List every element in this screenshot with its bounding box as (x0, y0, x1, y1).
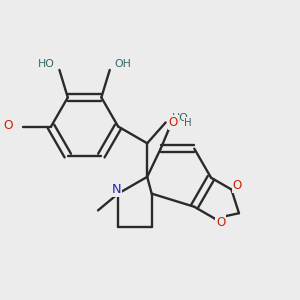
Text: O: O (216, 216, 225, 229)
Text: HO: HO (38, 59, 55, 69)
Text: O: O (4, 119, 13, 132)
Text: N: N (112, 183, 121, 196)
Text: OH: OH (114, 59, 131, 69)
Text: HO: HO (172, 113, 189, 124)
Text: H: H (184, 118, 192, 128)
Text: O: O (169, 116, 178, 129)
Text: O: O (233, 179, 242, 192)
